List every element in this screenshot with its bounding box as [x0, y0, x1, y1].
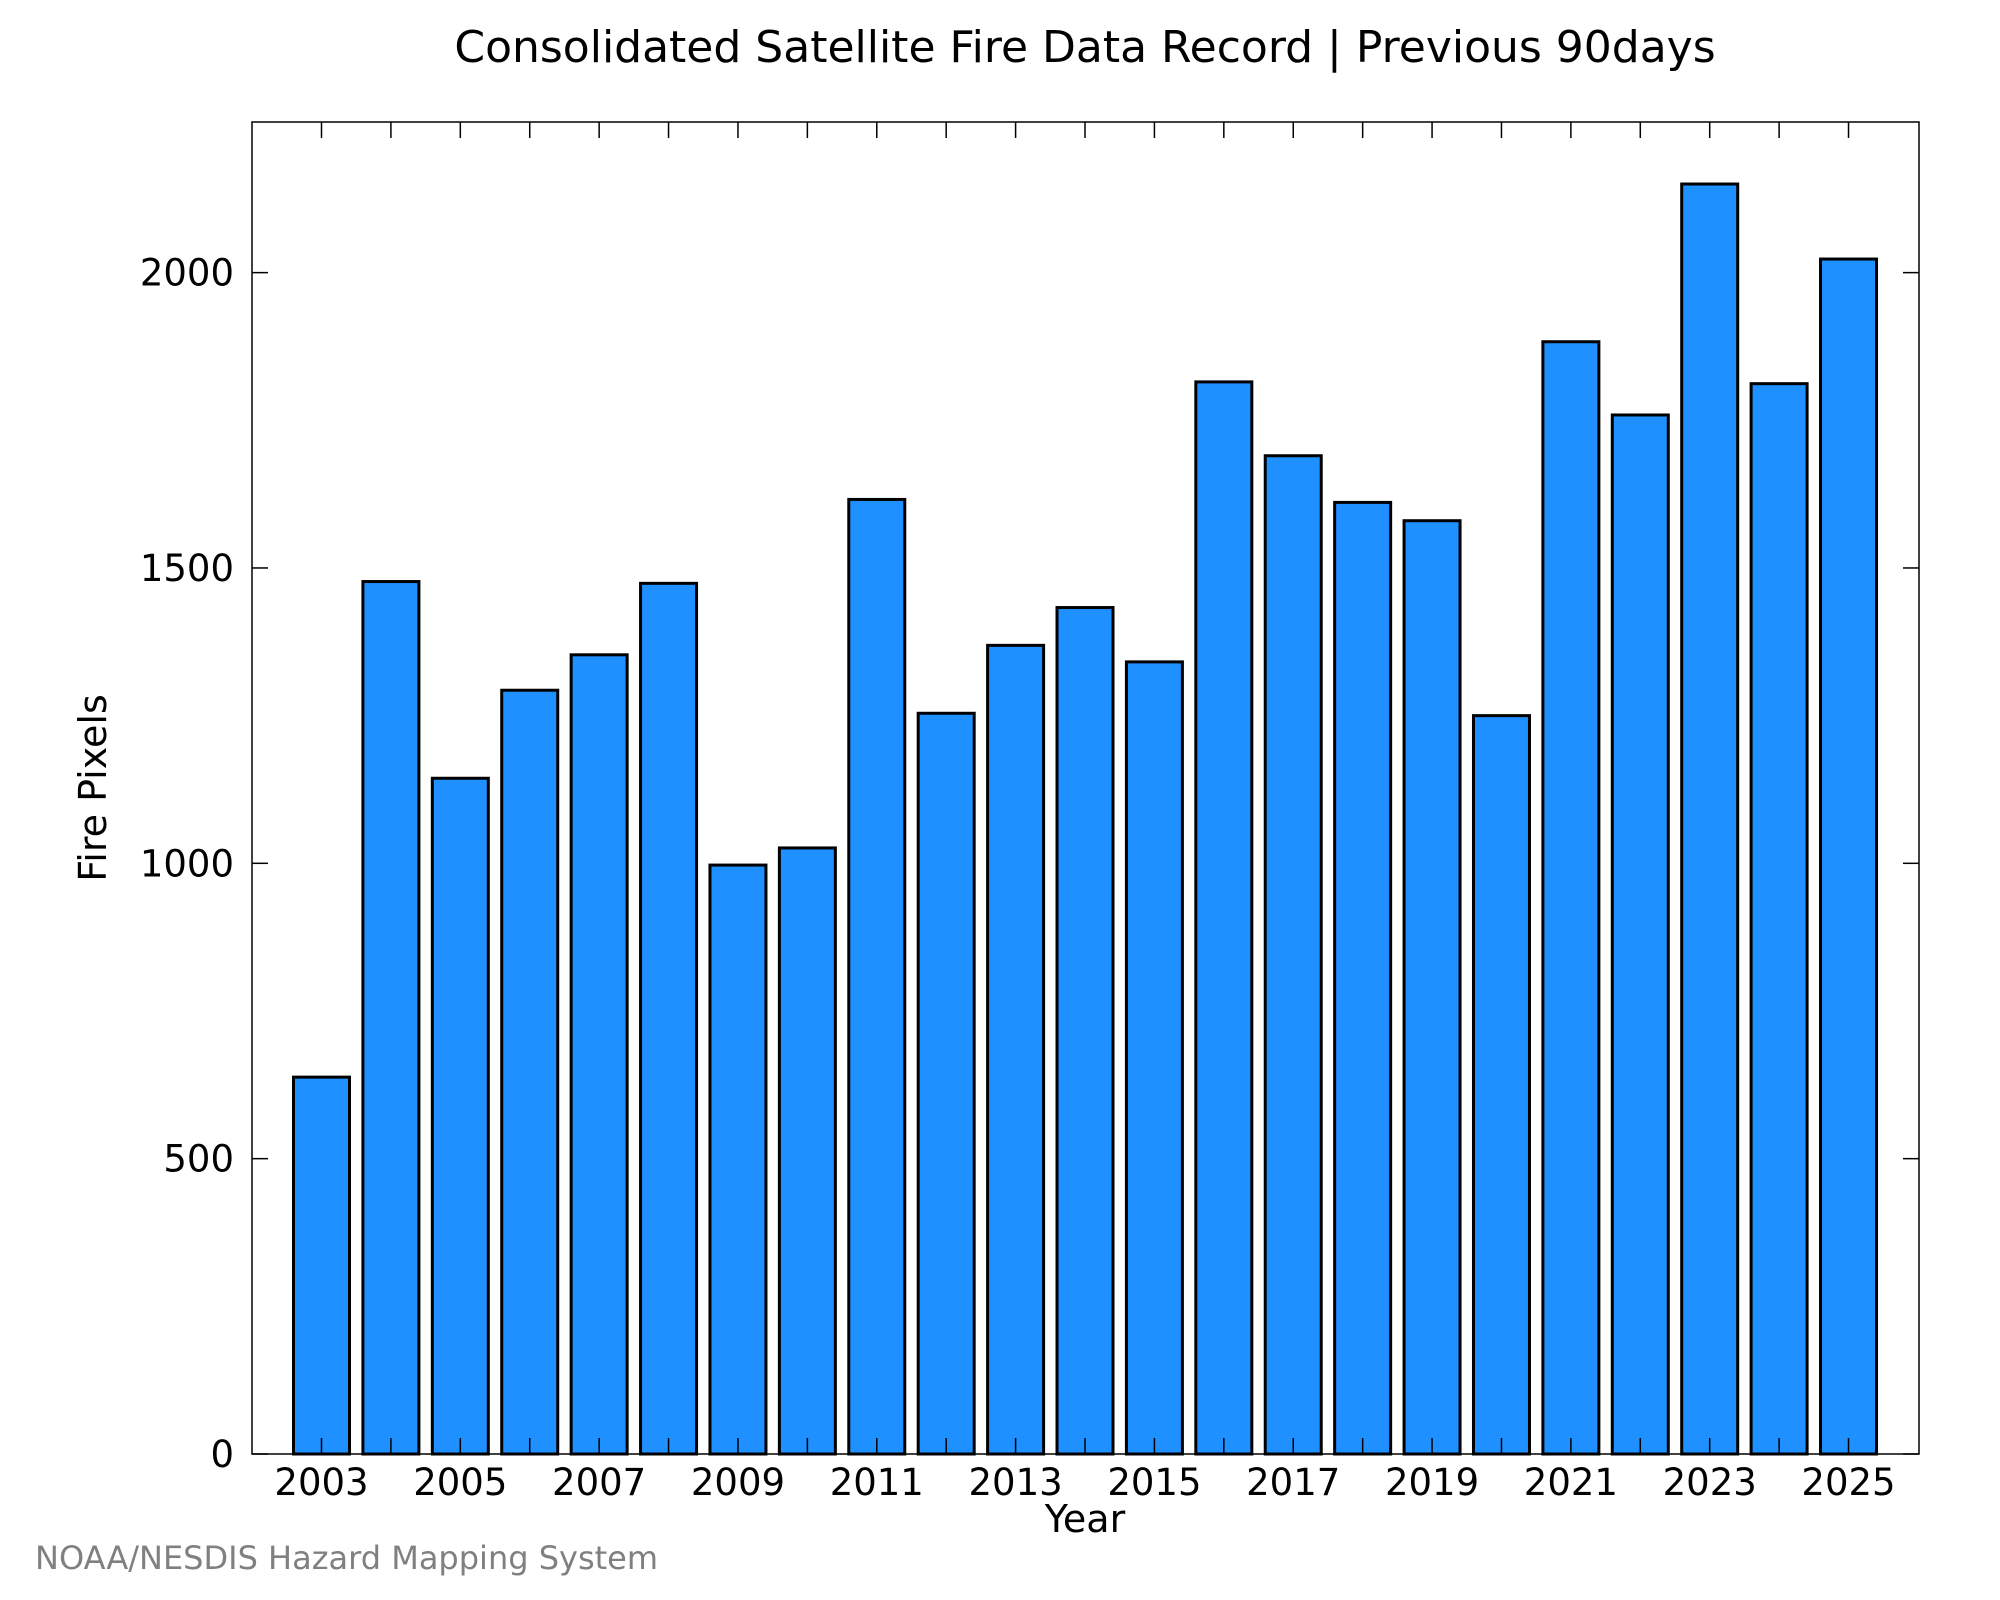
source-label: NOAA/NESDIS Hazard Mapping System: [35, 1539, 658, 1577]
bar-2005: [430, 776, 490, 1456]
bar-2025: [1819, 257, 1879, 1456]
x-tick-label-2005: 2005: [413, 1461, 507, 1504]
chart-title: Consolidated Satellite Fire Data Record …: [454, 22, 1715, 73]
bar-2014: [1055, 606, 1115, 1456]
bar-2008: [639, 581, 699, 1456]
x-tick-label-2015: 2015: [1107, 1461, 1201, 1504]
bar-2023: [1680, 182, 1740, 1456]
bar-2009: [708, 863, 768, 1456]
y-tick-label-2000: 2000: [140, 252, 234, 295]
bar-2016: [1194, 380, 1254, 1456]
y-tick-label-1000: 1000: [140, 842, 234, 885]
bar-2017: [1263, 454, 1323, 1456]
bar-2007: [569, 653, 629, 1456]
x-tick-label-2007: 2007: [552, 1461, 646, 1504]
y-axis-label: Fire Pixels: [71, 694, 115, 882]
x-tick-label-2023: 2023: [1663, 1461, 1757, 1504]
x-tick-label-2011: 2011: [830, 1461, 924, 1504]
bar-2024: [1749, 382, 1809, 1456]
bar-2006: [500, 688, 560, 1456]
bar-2003: [292, 1075, 351, 1456]
bar-2020: [1471, 714, 1531, 1456]
x-tick-label-2025: 2025: [1801, 1461, 1895, 1504]
bars-layer: [292, 182, 1879, 1456]
bar-2011: [847, 497, 907, 1456]
x-tick-label-2019: 2019: [1385, 1461, 1479, 1504]
bar-2022: [1610, 413, 1670, 1456]
bar-2013: [986, 643, 1046, 1456]
x-tick-label-2017: 2017: [1246, 1461, 1340, 1504]
x-tick-label-2021: 2021: [1524, 1461, 1618, 1504]
bar-2021: [1541, 340, 1601, 1456]
y-tick-label-500: 500: [163, 1138, 234, 1181]
y-tick-label-0: 0: [210, 1433, 234, 1476]
bar-2012: [916, 711, 976, 1456]
y-tick-label-1500: 1500: [140, 547, 234, 590]
x-tick-label-2013: 2013: [969, 1461, 1063, 1504]
bar-2015: [1124, 660, 1184, 1456]
bar-2018: [1333, 500, 1393, 1456]
bar-2010: [777, 846, 837, 1456]
plot-frame: [251, 121, 1920, 1455]
x-tick-label-2009: 2009: [691, 1461, 785, 1504]
ticks-layer: 2003 2005 2007 2009 2011 2013 2015 2017 2019 2021…: [140, 122, 1919, 1504]
bar-2004: [361, 580, 421, 1456]
x-axis-label: Year: [1044, 1497, 1126, 1541]
bar-2019: [1402, 519, 1462, 1456]
x-tick-label-2003: 2003: [274, 1461, 368, 1504]
